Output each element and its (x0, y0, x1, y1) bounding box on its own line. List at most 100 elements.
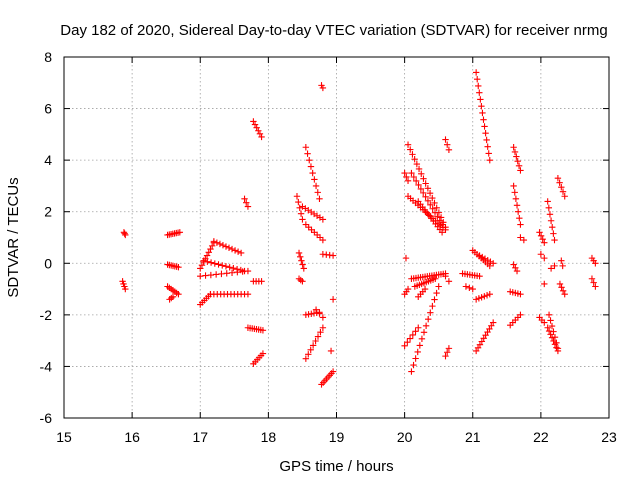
data-point (316, 310, 323, 317)
x-axis-label: GPS time / hours (279, 458, 393, 475)
data-point (222, 243, 230, 250)
data-point (225, 244, 233, 252)
data-point (433, 289, 440, 297)
data-point (420, 189, 427, 197)
data-point (433, 204, 440, 211)
data-point (445, 345, 453, 352)
data-point (425, 316, 432, 323)
data-point (427, 309, 434, 316)
data-point (550, 230, 557, 237)
data-point (475, 295, 483, 302)
data-point (556, 179, 563, 186)
data-point (476, 252, 483, 259)
data-point (480, 116, 487, 123)
data-point (554, 174, 562, 182)
data-point (415, 181, 422, 189)
data-point (402, 254, 410, 262)
data-point (121, 230, 128, 237)
data-point (420, 175, 427, 182)
data-point (319, 236, 327, 244)
data-point (541, 280, 548, 288)
data-point (407, 146, 414, 153)
data-point (258, 133, 265, 141)
data-point (547, 217, 555, 224)
data-point (561, 291, 568, 298)
data-point (309, 169, 316, 177)
data-point (431, 199, 438, 207)
chart-title: Day 182 of 2020, Sidereal Day-to-day VTE… (60, 22, 607, 39)
data-point (554, 345, 562, 352)
data-point (422, 193, 429, 201)
data-point (541, 239, 548, 246)
data-point (547, 265, 555, 272)
data-point (244, 291, 252, 298)
data-point (592, 283, 599, 290)
data-point (295, 249, 303, 257)
data-point (412, 355, 419, 362)
data-point (437, 214, 445, 221)
data-point (244, 267, 252, 275)
data-point (307, 163, 315, 170)
data-point (462, 283, 470, 290)
data-point (541, 254, 548, 262)
data-point (198, 262, 206, 269)
data-point (551, 236, 558, 244)
data-point (211, 260, 219, 267)
data-point (401, 169, 408, 177)
data-point (422, 322, 430, 329)
data-point (293, 193, 301, 200)
data-point (549, 223, 556, 231)
data-point (514, 157, 521, 165)
data-point (429, 205, 436, 212)
data-point (544, 198, 551, 205)
data-point (222, 263, 230, 270)
data-point (210, 238, 218, 245)
data-point (302, 355, 310, 362)
data-point (406, 335, 414, 342)
data-point (259, 327, 267, 334)
data-point (481, 255, 489, 262)
y-tick-labels: -6 -4 -2 0 2 4 6 8 (40, 49, 53, 426)
data-point (297, 253, 304, 261)
grid-lines (64, 57, 609, 418)
data-point (418, 170, 425, 177)
data-point (469, 285, 476, 293)
data-point (431, 209, 439, 216)
data-point (299, 278, 306, 285)
data-point (432, 275, 439, 282)
data-point (517, 167, 524, 174)
data-point (207, 245, 214, 253)
data-point (219, 242, 227, 249)
data-point (558, 257, 565, 264)
data-point (489, 260, 497, 267)
data-point (327, 347, 335, 355)
data-point (484, 256, 491, 264)
data-point (512, 264, 519, 271)
data-point (309, 342, 317, 349)
data-point (231, 247, 239, 254)
x-tick-label: 20 (397, 429, 413, 445)
x-tick-label: 17 (192, 429, 208, 445)
data-point (319, 84, 327, 92)
data-point (551, 262, 558, 270)
data-point (401, 342, 408, 349)
data-point (329, 296, 337, 303)
data-point (513, 202, 521, 209)
y-tick-label: 2 (44, 204, 52, 220)
data-point (517, 221, 524, 228)
data-point (545, 327, 553, 335)
data-point (512, 195, 520, 203)
data-point (537, 251, 545, 258)
data-point (427, 201, 434, 208)
y-axis-label: SDTVAR / TECUs (5, 177, 22, 297)
data-point (420, 329, 428, 336)
data-point (404, 338, 411, 346)
data-point (329, 368, 337, 375)
data-point (169, 293, 177, 301)
data-point (253, 124, 260, 131)
data-point (515, 162, 523, 170)
data-point (486, 262, 493, 270)
data-point (445, 278, 453, 285)
data-point (404, 177, 412, 184)
data-point (588, 275, 596, 282)
